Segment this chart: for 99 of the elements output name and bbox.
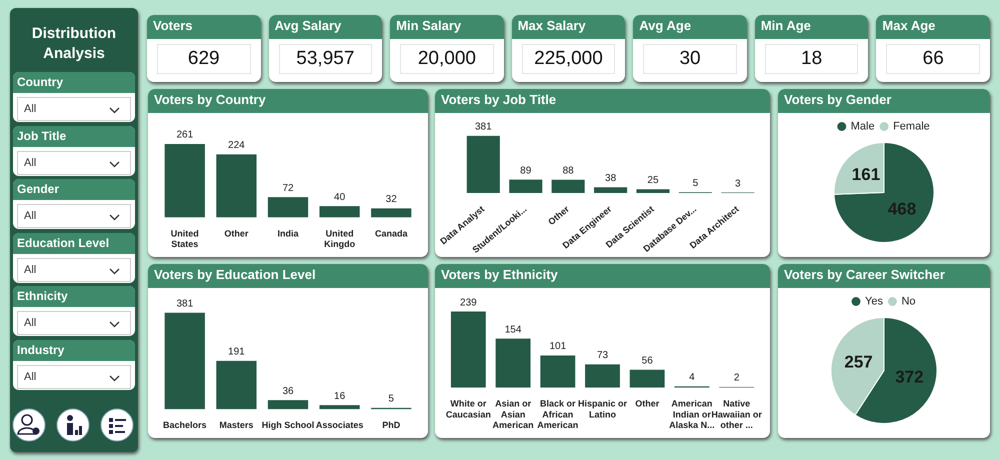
category-label: Min Age [754,15,868,39]
data-label: 239 [460,297,478,308]
x-tick-label: Associates [316,420,364,430]
data-label: 72 [282,182,294,194]
bar [319,206,360,218]
x-tick-label: PhD [382,420,401,430]
data-label: 5 [388,394,394,405]
text: All [17,150,131,174]
chart-title: Voters by Gender [778,89,990,113]
data-label: 30 [643,44,737,74]
text: All [17,258,131,282]
x-tick-label: Canada [374,228,408,238]
category-label: Education Level [13,232,135,254]
x-tick-label: United Kingdo [324,228,356,250]
text: Distribution Analysis [30,24,118,64]
data-label: 73 [596,350,608,362]
bar [450,312,486,388]
x-tick-label: Hispanic or Latino [578,398,628,420]
chart-title: Voters by Job Title [435,89,770,113]
data-label: 468 [888,200,916,219]
category-label: Country [13,72,135,93]
bar [319,405,360,410]
data-label: 56 [642,356,654,367]
x-tick-label: Bachelors [163,420,207,430]
data-label: 154 [504,324,522,336]
data-label: 257 [844,352,873,372]
data-label: 18 [764,44,858,74]
chart-title: Voters by Career Switcher [778,264,990,288]
category-label: Voters [147,15,261,39]
bar [216,154,257,218]
bar [164,144,205,218]
category-label: Ethnicity [13,286,135,307]
data-label: 381 [474,122,492,133]
data-label: 5 [692,178,699,189]
x-tick-label: Other [224,228,249,238]
bar [509,180,542,193]
data-label: 381 [176,298,194,310]
data-label: 3 [735,178,742,190]
x-tick-label: Black or African American [537,398,578,430]
x-tick-label: White or Caucasian [446,398,491,420]
data-label: 161 [852,164,880,184]
bar [164,312,205,410]
x-tick-label: High School [262,420,314,430]
bar [371,208,412,218]
bar [552,180,585,193]
category-label: Max Age [876,15,990,39]
data-label: 2 [734,372,740,384]
category-label: Job Title [13,126,135,146]
x-tick-label: Asian or Asian American [492,398,534,430]
legend-label: Female [893,120,930,133]
x-tick-label: Masters [219,420,254,430]
category-label: Avg Salary [268,15,382,39]
category-label: Min Salary [390,15,504,39]
data-label: 16 [334,390,346,402]
data-label: 225,000 [522,44,616,74]
category-label: Gender [13,179,135,200]
category-label: Industry [13,340,135,360]
category-label: Max Salary [512,15,626,39]
x-tick-label: Other [635,398,660,408]
bar [636,189,670,193]
chart-title: Voters by Country [148,89,428,113]
data-label: 66 [886,44,980,74]
data-label: 40 [334,192,346,203]
data-label: 4 [689,372,696,384]
bar [216,360,257,410]
text: All [17,364,131,388]
data-label: 372 [895,368,924,387]
legend-label: Male [850,120,875,133]
data-label: 191 [228,346,246,358]
legend-label: No [901,296,916,308]
text: All [17,97,131,121]
bar [268,197,308,218]
data-label: 38 [605,173,617,184]
bar [466,136,500,193]
chart-title: Voters by Education Level [148,264,428,288]
data-label: 32 [386,194,398,206]
bar [630,370,665,388]
bar [496,338,531,388]
data-label: 101 [549,341,567,352]
chart-title: Voters by Ethnicity [435,264,770,288]
legend-label: Yes [864,296,884,308]
data-label: 224 [228,140,246,152]
data-label: 25 [647,175,659,186]
data-label: 261 [176,130,194,141]
bar [594,187,628,193]
x-tick-label: United States [170,228,199,250]
x-tick-label: India [277,228,300,238]
bar [268,400,308,410]
data-label: 629 [157,44,251,74]
data-label: 88 [562,166,574,177]
data-label: 20,000 [400,44,494,74]
data-label: 36 [282,386,294,397]
data-label: 53,957 [278,44,372,74]
category-label: Avg Age [633,15,747,39]
data-label: 89 [520,165,532,176]
text: All [17,311,131,335]
text: All [17,204,131,228]
bar [585,364,620,388]
bar [540,355,576,388]
